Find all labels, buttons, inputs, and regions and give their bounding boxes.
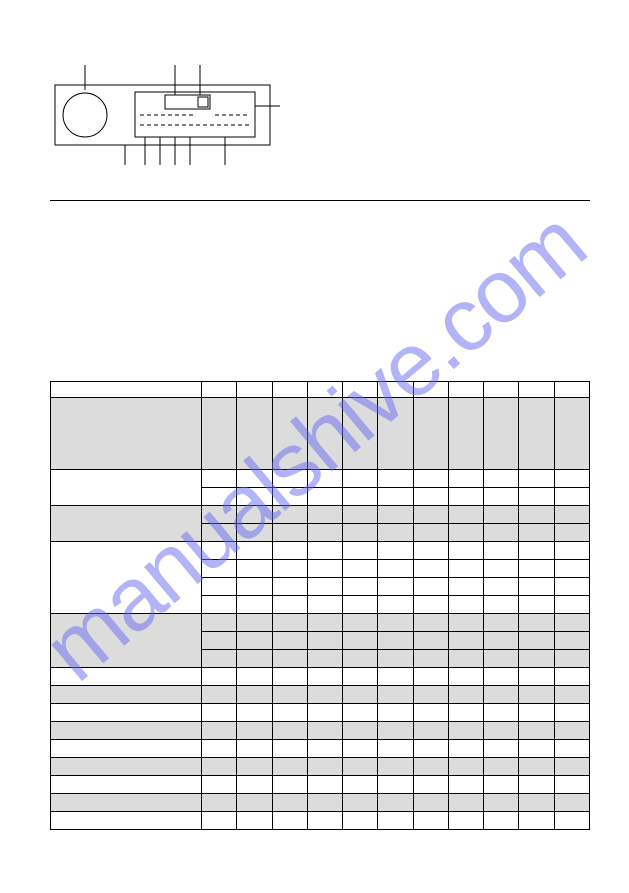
- table-row: [51, 470, 590, 488]
- table-row: [51, 614, 590, 632]
- table-row: [51, 758, 590, 776]
- table-row: [51, 776, 590, 794]
- table-row: [51, 668, 590, 686]
- table-row: [51, 704, 590, 722]
- table-row: [51, 542, 590, 560]
- table-row: [51, 686, 590, 704]
- table-row: [51, 740, 590, 758]
- table-row: [51, 812, 590, 830]
- table-row: [51, 398, 590, 470]
- table-row: [51, 722, 590, 740]
- table-row: [51, 794, 590, 812]
- programme-table: [50, 381, 590, 830]
- appliance-diagram: [50, 60, 275, 170]
- page-content: [50, 30, 590, 830]
- table-header-row: [51, 382, 590, 398]
- section-divider: [50, 200, 590, 201]
- table-row: [51, 506, 590, 524]
